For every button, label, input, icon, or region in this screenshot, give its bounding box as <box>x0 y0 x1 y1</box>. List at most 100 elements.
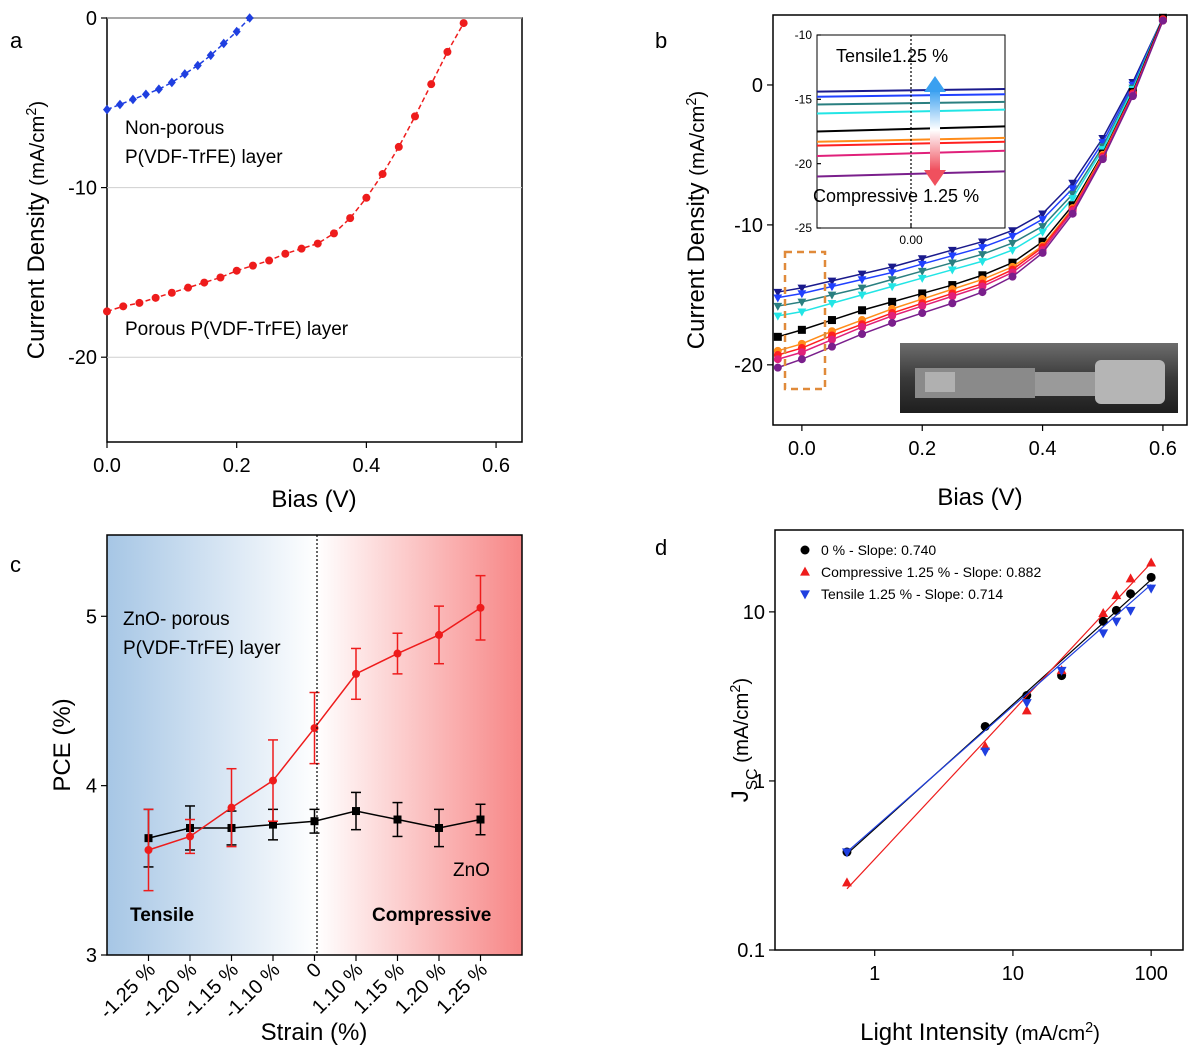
marker <box>947 246 957 255</box>
annotation: ZnO- porous <box>123 609 230 630</box>
label-part: (mA/cm <box>687 106 709 176</box>
marker <box>980 721 990 731</box>
marker <box>193 60 202 71</box>
label-part: (mA/cm <box>27 116 49 186</box>
marker <box>435 630 443 639</box>
marker <box>115 99 124 110</box>
x-tick-label: 10 <box>1002 963 1024 985</box>
y-tick-label: -20 <box>795 157 813 171</box>
marker <box>1038 216 1047 225</box>
marker <box>1098 155 1107 164</box>
y-tick-label: -20 <box>68 347 97 369</box>
marker <box>329 229 338 238</box>
series-line <box>777 17 1164 307</box>
y-tick-label: 10 <box>743 602 765 624</box>
label-part: Light Intensity <box>860 1019 1015 1046</box>
marker <box>219 38 228 49</box>
x-axis-label: Strain (%) <box>261 1019 368 1046</box>
marker <box>1056 666 1067 676</box>
marker <box>1111 617 1122 627</box>
panel-letter: c <box>10 552 21 577</box>
marker <box>186 832 194 841</box>
marker <box>180 69 189 79</box>
marker <box>1008 232 1017 241</box>
marker <box>281 249 290 258</box>
legend-label: Tensile 1.25 % - Slope: 0.714 <box>821 586 1003 602</box>
label-part: 2 <box>728 685 744 693</box>
label-part: PCE (%) <box>49 698 76 791</box>
marker <box>103 104 111 115</box>
x-axis-label: Bias (V) <box>271 486 356 513</box>
marker <box>887 276 897 285</box>
label-part: 2 <box>684 98 700 106</box>
fit-line <box>846 584 1152 853</box>
y-tick-label: -10 <box>795 28 813 42</box>
strain-arrow <box>930 90 940 170</box>
annotation: Tensile1.25 % <box>836 46 948 66</box>
marker <box>135 298 144 307</box>
series-line <box>777 20 1164 369</box>
marker <box>947 266 957 275</box>
legend-label: Compressive 1.25 % - Slope: 0.882 <box>821 564 1041 580</box>
marker <box>947 259 957 268</box>
marker <box>917 274 927 283</box>
plot-frame <box>774 529 1184 951</box>
marker <box>773 288 783 297</box>
marker <box>1128 92 1137 101</box>
series-line <box>777 17 1164 293</box>
marker <box>978 271 987 280</box>
label-part: ) <box>1093 1023 1100 1045</box>
marker <box>773 355 782 364</box>
label-part: Current Density <box>23 186 50 359</box>
marker <box>858 306 867 315</box>
x-tick-label: 0.2 <box>223 455 251 477</box>
y-tick-label: 4 <box>86 776 97 798</box>
marker <box>800 590 810 600</box>
x-tick-label: 0.00 <box>899 233 923 247</box>
marker <box>144 846 153 854</box>
marker <box>206 50 215 61</box>
marker <box>245 13 254 23</box>
marker <box>443 47 452 56</box>
y-tick-label: 1 <box>754 771 765 793</box>
y-tick-label: 0.1 <box>737 940 765 962</box>
y-tick-label: -15 <box>795 93 813 107</box>
overlays <box>316 35 1178 955</box>
background <box>107 535 522 955</box>
y-tick-label: 0 <box>86 8 97 30</box>
charts: -20 -10 0 0.0 0.2 0.4 0.6 Bias (V) Current Densi… <box>10 8 1188 1046</box>
panel-letter: a <box>10 28 23 53</box>
marker <box>797 308 807 317</box>
marker <box>313 239 322 248</box>
marker <box>1126 589 1136 599</box>
marker <box>948 299 957 308</box>
marker <box>918 289 927 298</box>
marker <box>948 292 957 301</box>
y-axis-label: PCE (%) <box>49 698 76 791</box>
marker <box>1008 258 1017 267</box>
marker <box>827 316 836 325</box>
label-part: ) <box>731 678 753 685</box>
marker <box>773 302 783 311</box>
marker <box>1111 590 1122 600</box>
marker <box>978 238 987 247</box>
label-part: Strain (%) <box>261 1019 368 1046</box>
panel-letter: d <box>655 535 667 560</box>
x-tick-label: 0.6 <box>1149 438 1177 460</box>
label-part: SC <box>744 769 761 791</box>
marker <box>167 77 176 88</box>
label-part: (mA/cm <box>731 693 753 769</box>
marker <box>948 281 957 290</box>
x-axis-label: Bias (V) <box>937 484 1022 511</box>
marker <box>1098 607 1109 617</box>
annotation: Porous P(VDF-TrFE) layer <box>125 319 349 340</box>
x-axis-label: Light Intensity (mA/cm2) <box>860 1019 1100 1046</box>
marker <box>476 603 485 612</box>
micrometer-sleeve <box>1035 372 1095 396</box>
marker <box>310 724 319 733</box>
y-tick-label: -10 <box>734 215 763 237</box>
marker <box>459 19 468 28</box>
annotation: P(VDF-TrFE) layer <box>123 638 281 659</box>
marker <box>800 545 810 555</box>
marker <box>827 291 837 300</box>
